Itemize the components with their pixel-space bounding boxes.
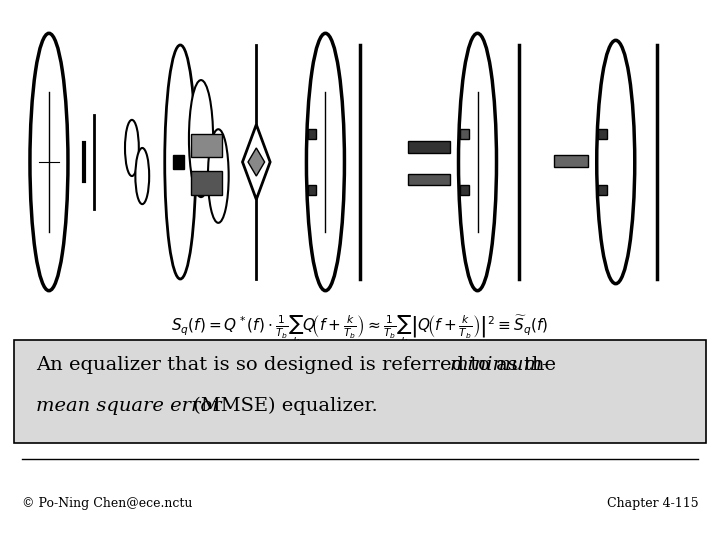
Bar	[598, 185, 607, 195]
Ellipse shape	[125, 120, 139, 176]
Text: (MMSE) equalizer.: (MMSE) equalizer.	[187, 397, 378, 415]
Ellipse shape	[208, 129, 229, 223]
Ellipse shape	[30, 33, 68, 291]
Bar	[308, 185, 317, 195]
Bar	[598, 129, 607, 139]
Text: mean square error: mean square error	[36, 397, 222, 415]
Text: Chapter 4-115: Chapter 4-115	[607, 497, 698, 510]
Ellipse shape	[597, 40, 635, 284]
Bar	[308, 129, 317, 139]
Text: $S_q(f) = Q^*(f) \cdot \frac{1}{T_b}\sum_k Q\!\left(f + \frac{k}{T_b}\right) \ap: $S_q(f) = Q^*(f) \cdot \frac{1}{T_b}\sum…	[171, 313, 549, 348]
Bar	[460, 185, 469, 195]
Ellipse shape	[459, 33, 497, 291]
Text: An equalizer that is so designed is referred to as the: An equalizer that is so designed is refe…	[36, 356, 562, 374]
Ellipse shape	[189, 80, 213, 197]
Polygon shape	[243, 125, 270, 199]
Text: © Po-Ning Chen@ece.nctu: © Po-Ning Chen@ece.nctu	[22, 497, 192, 510]
Ellipse shape	[135, 148, 149, 204]
FancyBboxPatch shape	[7, 16, 713, 302]
Bar	[191, 171, 222, 195]
Ellipse shape	[165, 45, 196, 279]
Bar	[191, 134, 222, 157]
Polygon shape	[248, 148, 265, 176]
Bar	[174, 155, 184, 169]
Bar	[408, 174, 450, 185]
Bar	[460, 129, 469, 139]
Bar	[554, 155, 588, 167]
FancyBboxPatch shape	[14, 340, 706, 443]
Bar	[408, 141, 450, 153]
Ellipse shape	[307, 33, 344, 291]
Text: minimum-: minimum-	[450, 356, 549, 374]
